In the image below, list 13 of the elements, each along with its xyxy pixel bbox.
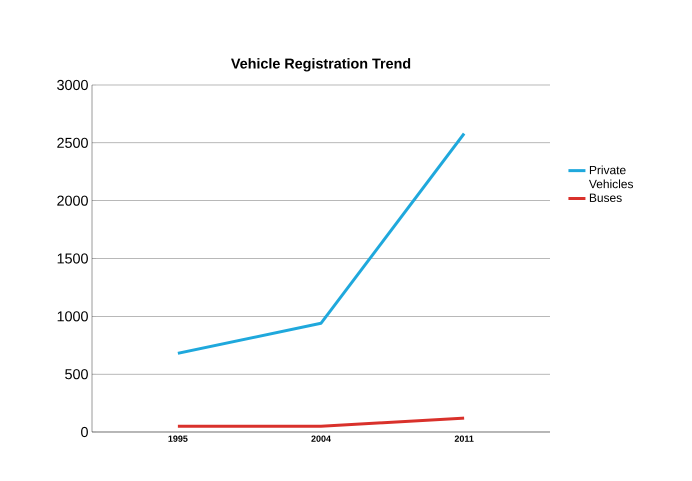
legend-label: Buses [590, 194, 622, 202]
x-tick-label: 1995 [168, 436, 188, 442]
y-tick-label: 2000 [57, 196, 88, 206]
y-tick-label: 0 [81, 426, 88, 438]
y-tick-label: 500 [65, 369, 88, 380]
y-tick-label: 2500 [57, 138, 88, 148]
y-tick-label: 1000 [58, 311, 88, 322]
chart-title: Vehicle Registration Trend [231, 58, 410, 72]
y-tick-label: 1500 [58, 253, 88, 264]
x-tick-label: 2004 [311, 436, 331, 442]
legend-label: Private Vehicles [588, 166, 634, 188]
y-tick-label: 3000 [57, 80, 88, 90]
x-tick-label: 2011 [454, 436, 474, 442]
